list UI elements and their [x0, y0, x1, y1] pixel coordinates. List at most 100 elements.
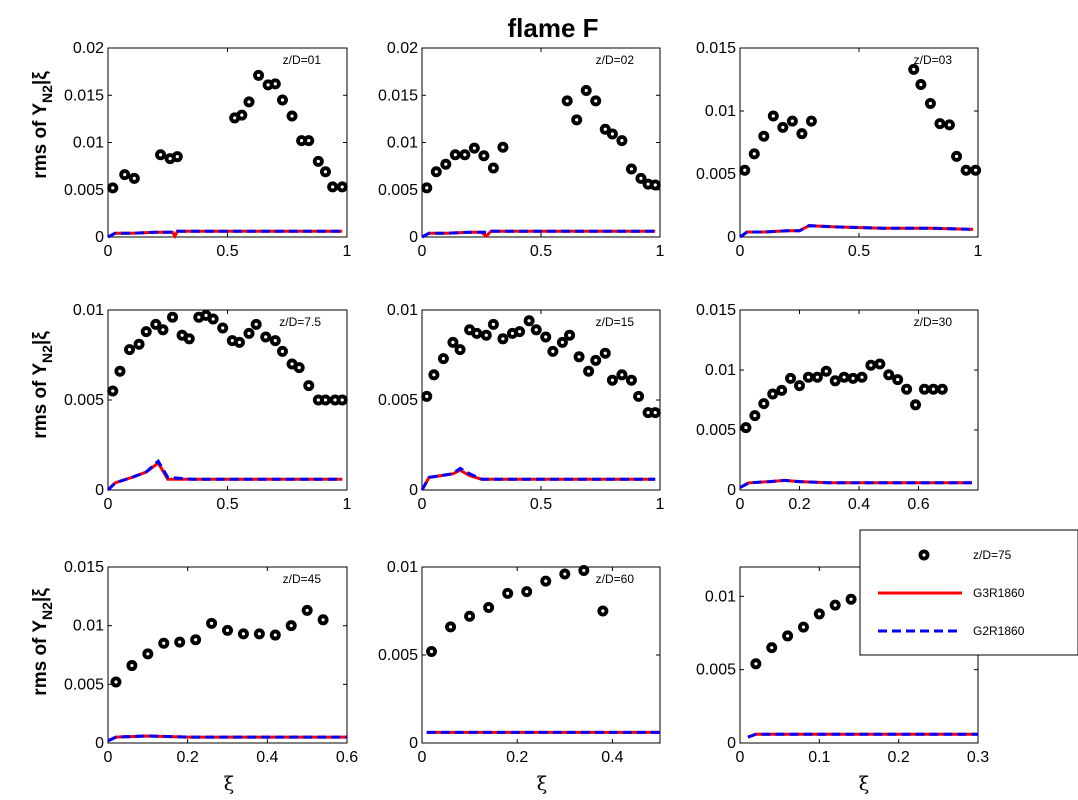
- data-point: [190, 634, 202, 646]
- data-point: [303, 135, 315, 147]
- series-line-g2r1860: [747, 732, 978, 739]
- data-point-center: [161, 328, 165, 332]
- data-point-center: [842, 375, 846, 379]
- y-axis-label-row-3: rms of YN2|ξ: [30, 588, 55, 696]
- data-point-center: [896, 378, 900, 382]
- data-point-center: [146, 652, 150, 656]
- data-point-center: [544, 335, 548, 339]
- data-point: [243, 96, 255, 108]
- data-point: [155, 149, 167, 161]
- y-tick-label: 0: [409, 735, 418, 752]
- x-tick-label: 0.5: [530, 496, 552, 513]
- x-axis-label-col-1: ξ: [224, 773, 234, 795]
- data-point-center: [168, 156, 172, 161]
- data-point-center: [653, 183, 657, 187]
- subplot-8: 0 0.2 0.4 0 0.005 0.01 z/D=60: [378, 559, 661, 766]
- x-tick-label: 1: [974, 243, 983, 260]
- data-point-center: [127, 348, 132, 352]
- data-point-center: [453, 153, 457, 157]
- data-point-center: [491, 322, 495, 326]
- data-point: [260, 331, 272, 343]
- x-tick-label: 0.2: [888, 749, 910, 766]
- data-point-center: [491, 166, 495, 170]
- data-point-center: [316, 159, 320, 163]
- data-point: [915, 79, 927, 91]
- x-tick-label: 0: [104, 243, 113, 260]
- data-point: [901, 383, 913, 395]
- x-tick-label: 1: [656, 243, 665, 260]
- data-point-center: [211, 317, 215, 321]
- y-tick-label: 0.01: [73, 618, 104, 635]
- subplot-7: 0 0.2 0.4 0.6 0 0.005 0.01 0.015 z/D=45: [64, 559, 358, 766]
- y-tick-label: 0.015: [378, 87, 418, 104]
- data-point: [838, 371, 850, 383]
- data-point-center: [425, 186, 429, 190]
- data-point: [813, 608, 825, 620]
- data-point-center: [299, 139, 304, 143]
- y-tick-label: 0.01: [705, 362, 736, 379]
- data-point: [447, 336, 459, 348]
- data-point: [514, 326, 526, 338]
- data-point-center: [321, 618, 325, 622]
- data-point-center: [601, 609, 605, 613]
- data-point: [107, 385, 119, 397]
- y-tick-label: 0.01: [73, 135, 104, 152]
- y-tick-label: 0.005: [696, 166, 736, 183]
- data-point: [829, 599, 841, 611]
- data-point: [571, 114, 583, 126]
- data-point-center: [162, 641, 166, 645]
- data-point: [142, 648, 154, 660]
- data-point-center: [817, 612, 821, 616]
- data-point-center: [744, 426, 748, 430]
- data-point-center: [584, 88, 588, 93]
- x-tick-label: 1: [343, 496, 352, 513]
- data-point-center: [209, 621, 214, 625]
- panel-annotation: z/D=30: [914, 315, 953, 329]
- x-tick-label: 0.3: [967, 749, 989, 766]
- data-point: [430, 166, 442, 178]
- subplot-6: 0 0.2 0.4 0.6 0 0.005 0.01 0.015 z/D=30: [696, 302, 979, 513]
- data-point: [606, 128, 618, 140]
- data-point-center: [801, 625, 806, 629]
- data-point-center: [743, 168, 747, 172]
- data-point-center: [331, 185, 335, 189]
- data-point-center: [510, 331, 515, 335]
- data-point: [748, 148, 760, 160]
- data-point-center: [560, 340, 565, 344]
- data-point-center: [851, 376, 855, 380]
- data-point: [183, 333, 195, 345]
- data-point-center: [451, 340, 455, 344]
- data-point-center: [444, 162, 448, 166]
- data-point: [758, 398, 770, 410]
- series-line-g2r1860: [739, 224, 974, 239]
- legend-entry-measured: z/D=75: [918, 548, 1012, 562]
- data-point: [606, 374, 618, 386]
- data-point: [590, 354, 602, 366]
- x-tick-label: 0: [418, 749, 427, 766]
- data-point-center: [567, 333, 572, 337]
- data-point: [794, 380, 805, 392]
- data-point: [293, 362, 305, 374]
- data-point-center: [264, 335, 268, 339]
- x-tick-label: 0.2: [788, 496, 810, 513]
- data-point-center: [158, 153, 163, 157]
- subplot-1: 0 0.5 1 0 0.005 0.01 0.015 0.02 z/D=01: [64, 40, 352, 260]
- data-point-center: [620, 373, 624, 377]
- data-point-center: [594, 358, 598, 362]
- data-point-center: [323, 398, 328, 402]
- data-point: [616, 135, 628, 147]
- data-point: [924, 97, 936, 109]
- data-point-center: [237, 340, 242, 344]
- data-point-center: [954, 154, 959, 158]
- data-point-center: [525, 590, 529, 594]
- data-point: [119, 169, 131, 181]
- data-point-center: [441, 357, 446, 361]
- data-point: [892, 374, 904, 386]
- y-tick-label: 0.02: [73, 40, 104, 57]
- data-point: [468, 142, 480, 154]
- data-point: [767, 388, 779, 400]
- x-axis-labels: ξ ξ ξ: [224, 773, 869, 795]
- data-point: [174, 636, 186, 648]
- data-point: [802, 371, 814, 383]
- data-point-center: [797, 384, 802, 388]
